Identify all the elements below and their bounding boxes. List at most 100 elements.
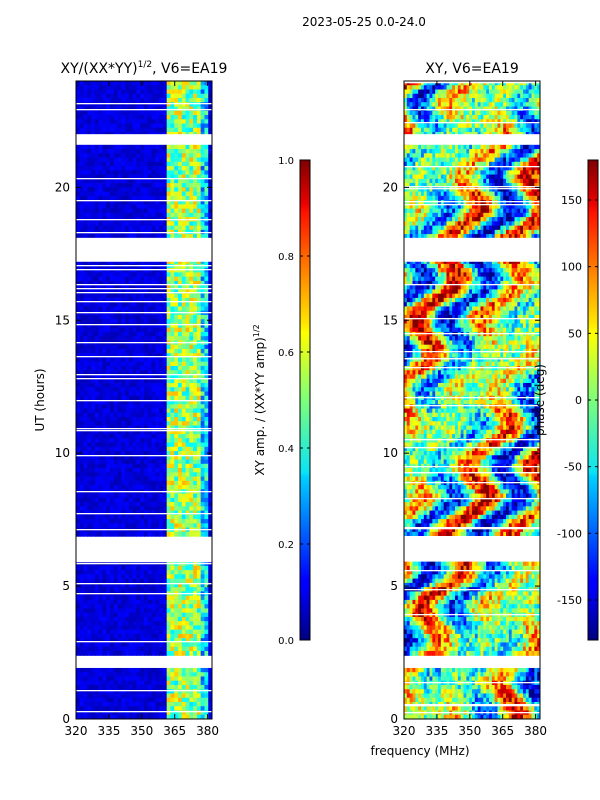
heatmap-cell xyxy=(91,280,96,286)
heatmap-cell xyxy=(87,642,92,648)
heatmap-cell xyxy=(208,106,212,112)
heatmap-cell xyxy=(132,676,138,682)
heatmap-cell xyxy=(140,425,145,431)
heatmap-cell xyxy=(147,98,153,103)
heatmap-cell xyxy=(189,587,194,592)
heatmap-cell xyxy=(144,268,149,273)
heatmap-cell xyxy=(144,565,149,571)
heatmap-cell xyxy=(166,344,172,350)
heatmap-cell xyxy=(155,110,160,116)
heatmap-cell xyxy=(196,319,202,325)
heatmap-cell xyxy=(151,166,156,171)
heatmap-cell xyxy=(121,451,126,456)
heatmap-cell xyxy=(76,425,81,431)
heatmap-cell xyxy=(79,319,85,325)
heatmap-cell xyxy=(189,382,194,388)
heatmap-cell xyxy=(94,93,100,99)
heatmap-cell xyxy=(117,625,122,631)
heatmap-cell xyxy=(83,102,88,108)
heatmap-cell xyxy=(121,693,126,699)
heatmap-cell xyxy=(144,633,149,639)
heatmap-cell xyxy=(113,110,119,116)
heatmap-cell xyxy=(76,280,81,286)
heatmap-cell xyxy=(87,302,92,308)
heatmap-cell xyxy=(79,476,85,482)
heatmap-cell xyxy=(98,434,104,439)
heatmap-cell xyxy=(79,221,85,227)
heatmap-cell xyxy=(140,102,145,108)
heatmap-cell xyxy=(87,365,92,371)
heatmap-cell xyxy=(76,646,81,652)
heatmap-cell xyxy=(185,191,190,197)
heatmap-cell xyxy=(102,89,107,95)
heatmap-cell xyxy=(132,595,138,601)
heatmap-cell xyxy=(189,285,194,291)
heatmap-cell xyxy=(110,344,115,350)
heatmap-cell xyxy=(185,485,190,490)
heatmap-cell xyxy=(94,472,100,478)
heatmap-cell xyxy=(166,633,172,639)
heatmap-cell xyxy=(110,587,115,592)
heatmap-cell xyxy=(166,438,172,444)
heatmap-cell xyxy=(151,280,156,286)
heatmap-cell xyxy=(102,225,107,231)
heatmap-cell xyxy=(91,191,96,197)
heatmap-cell xyxy=(159,289,164,295)
heatmap-cell xyxy=(178,89,183,95)
heatmap-cell xyxy=(106,119,111,125)
heatmap-cell xyxy=(174,93,179,99)
heatmap-cell xyxy=(136,502,141,507)
heatmap-cell xyxy=(155,327,160,333)
heatmap-cell xyxy=(140,319,145,325)
heatmap-cell xyxy=(166,468,172,473)
heatmap-cell xyxy=(121,459,126,465)
heatmap-cell xyxy=(121,387,126,393)
heatmap-cell xyxy=(87,438,92,444)
heatmap-cell xyxy=(76,667,81,673)
heatmap-cell xyxy=(94,417,100,422)
heatmap-cell xyxy=(117,276,122,282)
heatmap-cell xyxy=(159,404,164,410)
heatmap-cell xyxy=(87,268,92,273)
heatmap-cell xyxy=(144,421,149,427)
heatmap-cell xyxy=(83,612,88,618)
heatmap-cell xyxy=(94,89,100,95)
heatmap-cell xyxy=(113,272,119,278)
heatmap-cell xyxy=(110,472,115,478)
heatmap-cell xyxy=(181,629,187,635)
heatmap-cell xyxy=(140,344,145,350)
heatmap-cell xyxy=(106,365,111,371)
heatmap-cell xyxy=(76,506,81,512)
heatmap-cell xyxy=(98,421,104,427)
heatmap-cell xyxy=(151,595,156,601)
heatmap-cell xyxy=(117,272,122,278)
heatmap-cell xyxy=(204,149,209,154)
heatmap-cell xyxy=(144,701,149,707)
heatmap-cell xyxy=(185,616,190,622)
heatmap-cell xyxy=(83,127,88,133)
heatmap-cell xyxy=(98,599,104,605)
heatmap-cell xyxy=(117,187,122,193)
heatmap-cell xyxy=(91,689,96,695)
heatmap-cell xyxy=(208,421,212,427)
heatmap-cell xyxy=(87,612,92,618)
heatmap-cell xyxy=(208,400,212,405)
heatmap-cell xyxy=(204,429,209,435)
heatmap-cell xyxy=(121,612,126,618)
heatmap-cell xyxy=(162,144,168,150)
heatmap-cell xyxy=(181,289,187,295)
heatmap-cell xyxy=(87,225,92,231)
heatmap-cell xyxy=(155,697,160,703)
heatmap-cell xyxy=(106,565,111,571)
heatmap-cell xyxy=(83,302,88,308)
heatmap-cell xyxy=(155,672,160,678)
heatmap-cell xyxy=(178,514,183,520)
heatmap-cell xyxy=(76,531,81,537)
heatmap-cell xyxy=(98,208,104,214)
heatmap-cell xyxy=(181,280,187,286)
heatmap-cell xyxy=(181,183,187,188)
heatmap-cell xyxy=(110,684,115,690)
heatmap-cell xyxy=(128,574,134,580)
heatmap-cell xyxy=(151,565,156,571)
heatmap-cell xyxy=(159,144,164,150)
